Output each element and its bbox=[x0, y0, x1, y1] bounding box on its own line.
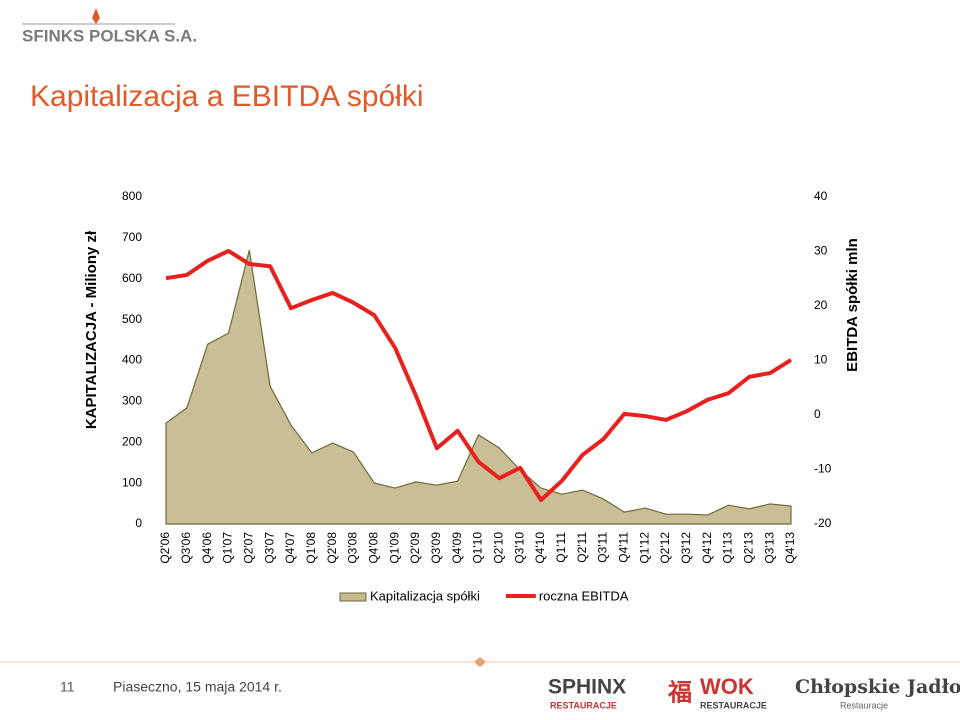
x-tick-label: Q2'07 bbox=[242, 532, 256, 564]
logo-cj-sub: Restauracje bbox=[840, 700, 888, 710]
x-tick-label: Q1'08 bbox=[304, 532, 318, 564]
logo-wok-sub: RESTAURACJE bbox=[700, 700, 767, 710]
y-tick-label: 800 bbox=[122, 189, 142, 203]
plot: 0 100 200 300 400 500 600 700 800 -20 -10 0 10 20 30 40… bbox=[122, 189, 832, 563]
slide-title: Kapitalizacja a EBITDA spółki bbox=[30, 80, 424, 113]
x-tick-label: Q2'11 bbox=[575, 532, 589, 563]
header-logo: SFINKS POLSKA S.A. bbox=[22, 8, 197, 45]
x-tick-label: Q3'11 bbox=[596, 532, 610, 563]
legend-label: Kapitalizacja spółki bbox=[370, 588, 480, 603]
y2-tick-label: 40 bbox=[814, 189, 828, 203]
x-tick-label: Q4'13 bbox=[783, 532, 797, 564]
x-tick-label: Q4'10 bbox=[533, 532, 547, 564]
x-tick-label: Q4'11 bbox=[616, 532, 630, 563]
area bbox=[165, 249, 792, 525]
x-tick-label: Q1'13 bbox=[721, 532, 735, 564]
x-tick-label: Q4'07 bbox=[283, 532, 297, 564]
y-tick-label: 200 bbox=[122, 434, 142, 448]
x-tick-label: Q3'09 bbox=[429, 532, 443, 564]
x-tick-label: Q1'11 bbox=[554, 532, 568, 563]
line bbox=[165, 248, 793, 503]
logo-sphinx: SPHINX bbox=[548, 676, 626, 699]
x-tick-label: Q2'10 bbox=[492, 532, 506, 564]
x-tick-label: Q4'12 bbox=[700, 532, 714, 564]
x-tick-label: Q1'12 bbox=[637, 532, 651, 564]
footer-diamond bbox=[474, 657, 486, 667]
x-tick-label: Q3'08 bbox=[346, 532, 360, 564]
x-tick-label: Q3'06 bbox=[179, 532, 193, 564]
x-tick-label: Q4'06 bbox=[200, 532, 214, 564]
logo-flame bbox=[92, 8, 100, 24]
x-tick-label: Q1'09 bbox=[387, 532, 401, 564]
x-tick-label: Q2'12 bbox=[658, 532, 672, 564]
y-tick-label: 100 bbox=[122, 475, 142, 489]
x-tick-label: Q2'13 bbox=[741, 532, 755, 564]
y-tick-label: 0 bbox=[135, 516, 142, 530]
place-date: Piaseczno, 15 maja 2014 r. bbox=[113, 679, 282, 695]
legend-swatch bbox=[339, 592, 367, 602]
legend-label: roczna EBITDA bbox=[539, 588, 629, 603]
y-tick-label: 400 bbox=[122, 353, 142, 367]
y2-axis-title: EBITDA spółki mln bbox=[844, 238, 861, 372]
x-tick-label: Q4'09 bbox=[450, 532, 464, 564]
y2-tick-label: -20 bbox=[814, 516, 832, 530]
y2-tick-label: 0 bbox=[814, 407, 821, 421]
y-tick-label: 700 bbox=[122, 230, 142, 244]
page-number: 11 bbox=[60, 679, 75, 695]
x-tick-label: Q3'07 bbox=[262, 532, 276, 564]
y-tick-label: 300 bbox=[122, 394, 142, 408]
x-tick-label: Q3'10 bbox=[512, 532, 526, 564]
x-tick-label: Q1'07 bbox=[221, 532, 235, 564]
y-tick-label: 600 bbox=[122, 271, 142, 285]
y-tick-label: 500 bbox=[122, 312, 142, 326]
y2-tick-label: 30 bbox=[814, 244, 828, 258]
x-tick-label: Q3'13 bbox=[762, 532, 776, 564]
footer: 11 Piaseczno, 15 maja 2014 r. SPHINX RES… bbox=[0, 657, 960, 710]
logo-text: SFINKS POLSKA S.A. bbox=[22, 26, 197, 45]
x-tick-label: Q1'10 bbox=[471, 532, 485, 564]
x-tick-label: Q2'09 bbox=[408, 532, 422, 564]
logo-fu: 福 bbox=[667, 679, 692, 706]
logo-cj: Chłopskie Jadło bbox=[795, 676, 960, 698]
x-tick-label: Q2'08 bbox=[325, 532, 339, 564]
logo-wok: WOK bbox=[700, 674, 754, 699]
y2-tick-label: -10 bbox=[814, 462, 832, 476]
x-tick-label: Q3'12 bbox=[679, 532, 693, 564]
y-axis-title: KAPITALIZACJA - Miliony zł bbox=[83, 230, 100, 429]
y2-tick-label: 20 bbox=[814, 298, 828, 312]
legend: Kapitalizacja spółki roczna EBITDA bbox=[339, 588, 629, 603]
logo-sphinx-sub: RESTAURACJE bbox=[550, 700, 617, 710]
x-tick-label: Q4'08 bbox=[367, 532, 381, 564]
y2-tick-label: 10 bbox=[814, 353, 828, 367]
x-tick-label: Q2'06 bbox=[158, 532, 172, 564]
